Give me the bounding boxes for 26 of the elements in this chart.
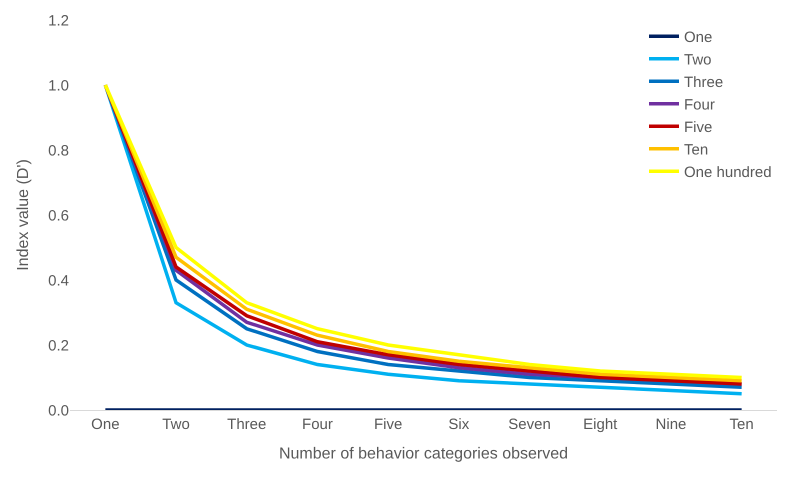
x-axis-title: Number of behavior categories observed	[278, 446, 568, 463]
x-tick-label: Ten	[730, 416, 754, 433]
x-tick-label: Three	[227, 416, 266, 433]
x-tick-label: One	[91, 416, 120, 433]
legend-label: One	[684, 29, 712, 46]
y-tick-label: 0.6	[48, 207, 69, 224]
x-tick-label: Nine	[656, 416, 686, 433]
legend-label: One hundred	[684, 164, 772, 182]
x-tick-label: Eight	[583, 416, 618, 433]
legend-label: Five	[684, 119, 712, 136]
y-axis-title: Index value (D')	[15, 159, 32, 271]
y-tick-label: 0.4	[48, 272, 69, 290]
legend-label: Two	[684, 52, 712, 69]
y-tick-label: 0.2	[48, 337, 69, 354]
y-tick-label: 0.0	[48, 402, 69, 420]
y-tick-label: 0.8	[48, 142, 69, 160]
x-tick-label: Six	[448, 416, 470, 433]
x-tick-label: Four	[302, 416, 333, 433]
y-tick-label: 1.0	[48, 77, 69, 94]
x-tick-label: Seven	[508, 416, 551, 433]
y-tick-label: 1.2	[48, 12, 69, 30]
legend-label: Four	[684, 96, 715, 114]
legend-label: Three	[684, 74, 724, 92]
x-tick-label: Five	[374, 416, 402, 433]
x-tick-label: Two	[162, 416, 190, 433]
legend-label: Ten	[684, 142, 708, 159]
